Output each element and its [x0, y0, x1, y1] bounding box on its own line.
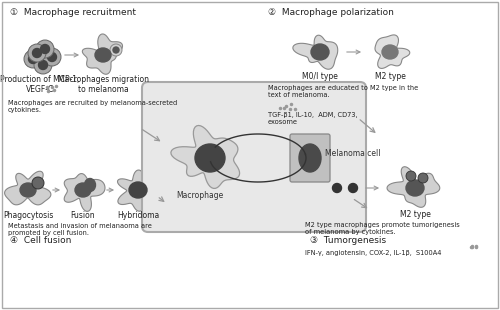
- Ellipse shape: [382, 45, 398, 59]
- Polygon shape: [118, 170, 162, 211]
- Ellipse shape: [311, 44, 329, 60]
- Circle shape: [348, 184, 358, 193]
- Ellipse shape: [75, 183, 91, 197]
- Circle shape: [32, 48, 42, 57]
- Circle shape: [28, 55, 38, 64]
- Text: Production of MCP-1,
VEGF-C: Production of MCP-1, VEGF-C: [0, 75, 80, 95]
- Text: Macrophage: Macrophage: [176, 191, 224, 200]
- Circle shape: [40, 45, 50, 54]
- Polygon shape: [171, 126, 239, 188]
- Circle shape: [24, 50, 42, 68]
- Ellipse shape: [20, 183, 36, 197]
- Ellipse shape: [129, 182, 147, 198]
- Text: M2 type: M2 type: [374, 72, 406, 81]
- Circle shape: [328, 179, 346, 197]
- Circle shape: [34, 56, 52, 74]
- Text: M0/I type: M0/I type: [302, 72, 338, 81]
- Circle shape: [113, 47, 119, 53]
- Text: M2 type macrophages promote tumorigenesis
of melanoma by cytokines.: M2 type macrophages promote tumorigenesi…: [305, 222, 460, 235]
- Circle shape: [28, 44, 46, 62]
- Polygon shape: [375, 35, 410, 69]
- Ellipse shape: [95, 48, 111, 62]
- FancyBboxPatch shape: [290, 134, 330, 182]
- Text: Macrophages are educated to M2 type in the
text of melanoma.: Macrophages are educated to M2 type in t…: [268, 85, 418, 98]
- Circle shape: [406, 171, 416, 181]
- Text: Macrophages migration
to melanoma: Macrophages migration to melanoma: [58, 75, 148, 95]
- Text: Metastasis and invasion of melanaoma are
promoted by cell fusion.: Metastasis and invasion of melanaoma are…: [8, 223, 152, 236]
- Circle shape: [418, 173, 428, 183]
- Text: M2 type: M2 type: [400, 210, 430, 219]
- Text: Phagocytosis: Phagocytosis: [3, 211, 53, 220]
- Text: IFN-γ, angiotensin, COX-2, IL-1β,  S100A4: IFN-γ, angiotensin, COX-2, IL-1β, S100A4: [305, 250, 442, 256]
- Polygon shape: [293, 35, 338, 69]
- Ellipse shape: [406, 180, 424, 196]
- Ellipse shape: [299, 144, 321, 172]
- Text: ①  Macrophage recruitment: ① Macrophage recruitment: [10, 8, 136, 17]
- Ellipse shape: [195, 144, 225, 172]
- Circle shape: [32, 177, 44, 189]
- Polygon shape: [82, 34, 122, 74]
- Text: ②  Macrophage polarization: ② Macrophage polarization: [268, 8, 394, 17]
- Circle shape: [36, 40, 54, 58]
- Text: Hybridoma: Hybridoma: [117, 211, 159, 220]
- Polygon shape: [387, 167, 440, 207]
- Text: Fusion: Fusion: [70, 211, 96, 220]
- Circle shape: [48, 52, 56, 61]
- Text: Melanoma cell: Melanoma cell: [325, 149, 380, 158]
- Polygon shape: [64, 174, 105, 211]
- Circle shape: [332, 184, 342, 193]
- Text: TGF-β1, IL-10,  ADM, CD73,
exosome: TGF-β1, IL-10, ADM, CD73, exosome: [268, 112, 358, 125]
- Ellipse shape: [84, 179, 96, 192]
- FancyBboxPatch shape: [142, 82, 366, 232]
- Text: Macrophages are recruited by melanoma-secreted
cytokines.: Macrophages are recruited by melanoma-se…: [8, 100, 177, 113]
- Circle shape: [43, 48, 61, 66]
- Text: ④  Cell fusion: ④ Cell fusion: [10, 236, 72, 245]
- Circle shape: [110, 44, 122, 56]
- Circle shape: [38, 60, 48, 69]
- Circle shape: [344, 179, 362, 197]
- Text: ③  Tumorgenesis: ③ Tumorgenesis: [310, 236, 386, 245]
- Polygon shape: [4, 171, 51, 205]
